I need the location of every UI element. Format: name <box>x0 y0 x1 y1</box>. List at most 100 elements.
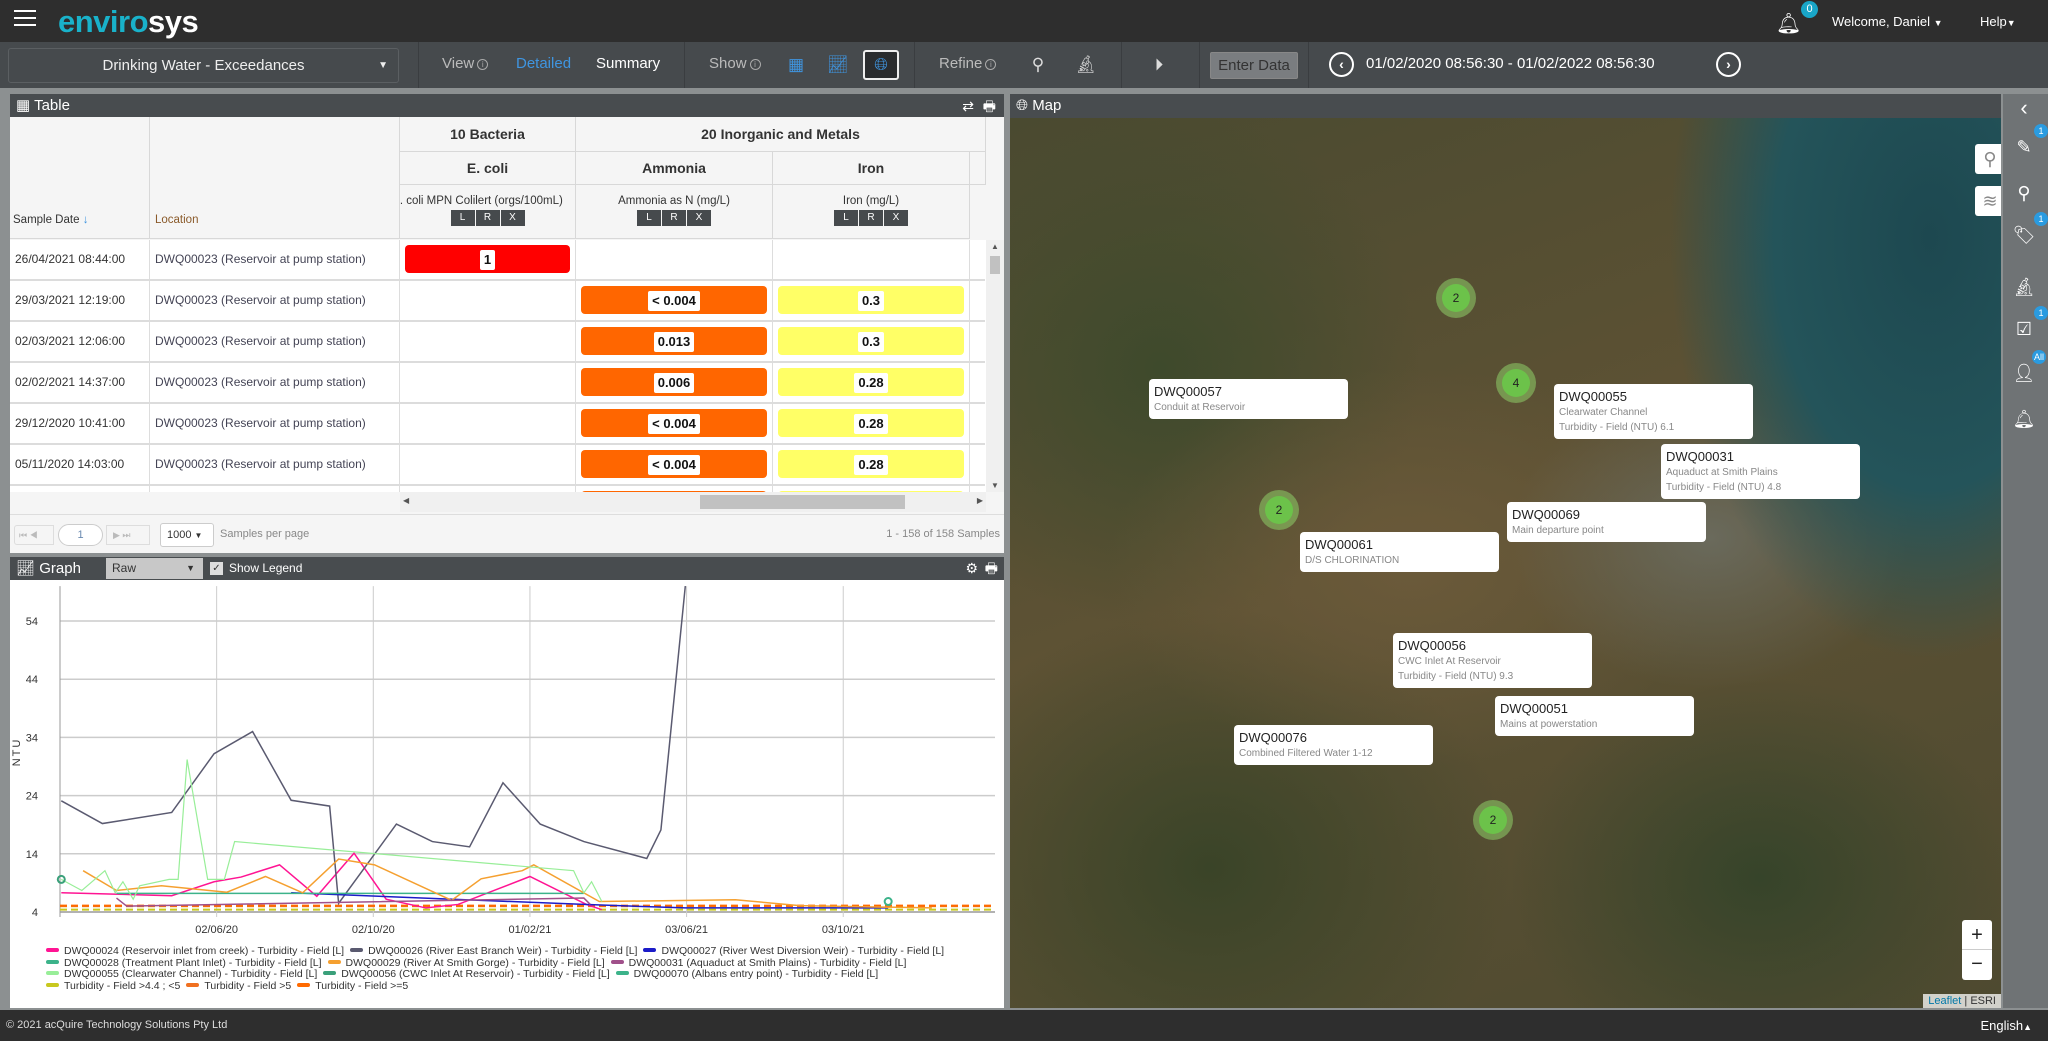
graph-mode-select[interactable]: Raw ▼ <box>106 558 203 579</box>
table-row[interactable]: 29/12/2020 10:41:00 DWQ00023 (Reservoir a… <box>10 404 985 445</box>
next-last-page-buttons[interactable]: ▶ ⏭ <box>106 525 150 545</box>
exceedance-value-box[interactable]: < 0.004 <box>581 409 767 437</box>
hamburger-menu-icon[interactable] <box>14 10 36 30</box>
clipboard-check-icon[interactable]: ☑ 1 <box>2011 306 2048 342</box>
flag-r-button[interactable]: R <box>475 210 500 226</box>
view-detailed-button[interactable]: Detailed <box>516 55 572 72</box>
exceedance-value-box[interactable]: 0.006 <box>581 368 767 396</box>
table-row[interactable]: 02/02/2021 14:37:00 DWQ00023 (Reservoir a… <box>10 363 985 404</box>
play-circle-icon[interactable]: ⏵ <box>1154 55 1164 74</box>
horizontal-scrollbar[interactable]: ◀ ▶ <box>400 492 986 512</box>
legend-item[interactable]: DWQ00070 (Albans entry point) - Turbidit… <box>615 968 878 980</box>
info-icon[interactable]: i <box>477 59 489 70</box>
location-pin-icon[interactable]: ⚲ <box>1975 144 2001 174</box>
scrollbar-thumb[interactable] <box>700 495 905 509</box>
legend-item[interactable]: DWQ00027 (River West Diversion Weir) - T… <box>643 945 944 957</box>
legend-item[interactable]: DWQ00028 (Treatment Plant Inlet) - Turbi… <box>46 957 322 969</box>
scroll-right-icon[interactable]: ▶ <box>976 496 983 505</box>
legend-item[interactable]: DWQ00055 (Clearwater Channel) - Turbidit… <box>46 968 317 980</box>
table-row[interactable]: 26/04/2021 08:44:00 DWQ00023 (Reservoir a… <box>10 240 985 281</box>
print-icon[interactable]: 🖶︎ <box>982 98 996 114</box>
series-point[interactable] <box>883 897 893 907</box>
sort-descending-icon[interactable]: ↓ <box>82 214 89 226</box>
leaflet-link[interactable]: Leaflet <box>1928 995 1962 1007</box>
map-location-label[interactable]: DWQ00051 Mains at powerstation <box>1495 696 1694 736</box>
scroll-left-icon[interactable]: ◀ <box>403 496 410 505</box>
map-location-label[interactable]: DWQ00056 CWC Inlet At Reservoir Turbidity … <box>1393 633 1592 688</box>
series-line[interactable] <box>291 892 889 909</box>
marker-cluster[interactable]: 4 <box>1496 363 1536 403</box>
legend-item[interactable]: Turbidity - Field >4.4 ; <5 <box>46 980 180 992</box>
map-location-label[interactable]: DWQ00055 Clearwater Channel Turbidity - Fi… <box>1554 384 1753 439</box>
flag-x-button[interactable]: X <box>687 210 711 226</box>
scroll-up-icon[interactable]: ▲ <box>991 242 999 251</box>
collapse-chevron-left-icon[interactable]: ‹ <box>2020 95 2028 120</box>
chart-icon[interactable]: 📈︎ <box>827 55 849 74</box>
show-legend-checkbox[interactable]: ✓ <box>210 562 223 575</box>
help-menu[interactable]: Help▼ <box>1980 14 2016 29</box>
map-location-label[interactable]: DWQ00069 Main departure point <box>1507 502 1706 542</box>
marker-cluster[interactable]: 2 <box>1473 800 1513 840</box>
swap-columns-icon[interactable]: ⇄ <box>962 98 974 114</box>
date-range[interactable]: 01/02/2020 08:56:30 - 01/02/2022 08:56:3… <box>1366 55 1655 72</box>
flag-x-button[interactable]: X <box>884 210 908 226</box>
exceedance-value-box[interactable]: < 0.004 <box>581 286 767 314</box>
enter-data-button[interactable]: Enter Data <box>1210 52 1298 79</box>
flag-r-button[interactable]: R <box>859 210 883 226</box>
legend-item[interactable]: DWQ00056 (CWC Inlet At Reservoir) - Turb… <box>323 968 610 980</box>
per-page-select[interactable]: 1000 ▼ <box>160 523 214 547</box>
column-header-location[interactable]: Location <box>150 117 400 239</box>
location-pin-icon[interactable]: ⚲ <box>1031 55 1045 74</box>
user-icon[interactable]: 👤︎ All <box>2012 350 2047 383</box>
table-row[interactable]: 29/03/2021 12:19:00 DWQ00023 (Reservoir a… <box>10 281 985 322</box>
series-line[interactable] <box>61 851 603 911</box>
exceedance-value-box[interactable]: 0.3 <box>778 327 964 355</box>
table-grid-icon[interactable]: ▦ <box>787 55 805 74</box>
flag-l-button[interactable]: L <box>450 210 475 226</box>
column-header-ammonia[interactable]: Ammonia <box>576 152 773 185</box>
zoom-out-button[interactable]: − <box>1971 953 1983 975</box>
exceedance-value-box[interactable]: < 0.004 <box>581 450 767 478</box>
exceedance-value-box[interactable]: 0.3 <box>778 286 964 314</box>
flag-x-button[interactable]: X <box>500 210 525 226</box>
exceedance-value-box[interactable]: 0.28 <box>778 450 964 478</box>
legend-item[interactable]: DWQ00031 (Aquaduct at Smith Plains) - Tu… <box>610 957 906 969</box>
page-number-input[interactable]: 1 <box>58 524 103 546</box>
tag-icon[interactable]: 🏷︎ 1 <box>2011 212 2048 248</box>
legend-item[interactable]: DWQ00024 (Reservoir inlet from creek) - … <box>46 945 344 957</box>
marker-cluster[interactable]: 2 <box>1259 490 1299 530</box>
location-pin-icon[interactable]: ⚲ <box>2017 183 2031 203</box>
series-point[interactable] <box>56 874 66 884</box>
table-row[interactable]: 02/03/2021 12:06:00 DWQ00023 (Reservoir a… <box>10 322 985 363</box>
notification-bell-icon[interactable]: 🔔︎ <box>1776 13 1802 35</box>
column-header-ecoli[interactable]: E. coli <box>400 152 576 185</box>
map-location-label[interactable]: DWQ00061 D/S CHLORINATION <box>1300 532 1499 572</box>
print-icon[interactable]: 🖶︎ <box>984 560 998 576</box>
column-header-sample-date[interactable]: Sample Date ↓ <box>10 117 150 239</box>
flag-l-button[interactable]: L <box>834 210 858 226</box>
exceedance-value-box[interactable]: 0.28 <box>778 368 964 396</box>
user-menu[interactable]: Welcome, Daniel ▼ <box>1832 14 1943 29</box>
map-location-label[interactable]: DWQ00076 Combined Filtered Water 1-12 <box>1234 725 1433 765</box>
exceedance-value-box[interactable]: 0.013 <box>581 327 767 355</box>
vertical-scrollbar[interactable]: ▲ ▼ <box>986 240 1004 492</box>
legend-item[interactable]: Turbidity - Field >=5 <box>297 980 408 992</box>
exceedance-value-box[interactable]: 0.28 <box>778 409 964 437</box>
exceedance-value-box[interactable]: 1 <box>405 245 570 273</box>
map-globe-icon[interactable]: 🌐︎ <box>863 50 899 80</box>
map-location-label[interactable]: DWQ00057 Conduit at Reservoir <box>1149 379 1348 419</box>
series-line[interactable] <box>60 586 687 906</box>
view-summary-button[interactable]: Summary <box>596 55 661 72</box>
layers-icon[interactable]: ≋ <box>1975 186 2001 216</box>
info-icon[interactable]: i <box>985 59 997 70</box>
table-row[interactable]: 05/11/2020 14:03:00 DWQ00023 (Reservoir a… <box>10 445 985 486</box>
series-line[interactable] <box>82 858 932 909</box>
first-prev-page-buttons[interactable]: ⏮ ◀ <box>14 525 54 545</box>
gear-icon[interactable]: ⚙ <box>965 560 978 576</box>
flag-r-button[interactable]: R <box>662 210 686 226</box>
info-icon[interactable]: i <box>749 59 761 70</box>
legend-item[interactable]: Turbidity - Field >5 <box>186 980 291 992</box>
microscope-icon[interactable]: 🔬︎ <box>1075 55 1097 74</box>
map-location-label[interactable]: DWQ00031 Aquaduct at Smith Plains Turbidit… <box>1661 444 1860 499</box>
scrollbar-thumb[interactable] <box>990 256 1000 274</box>
